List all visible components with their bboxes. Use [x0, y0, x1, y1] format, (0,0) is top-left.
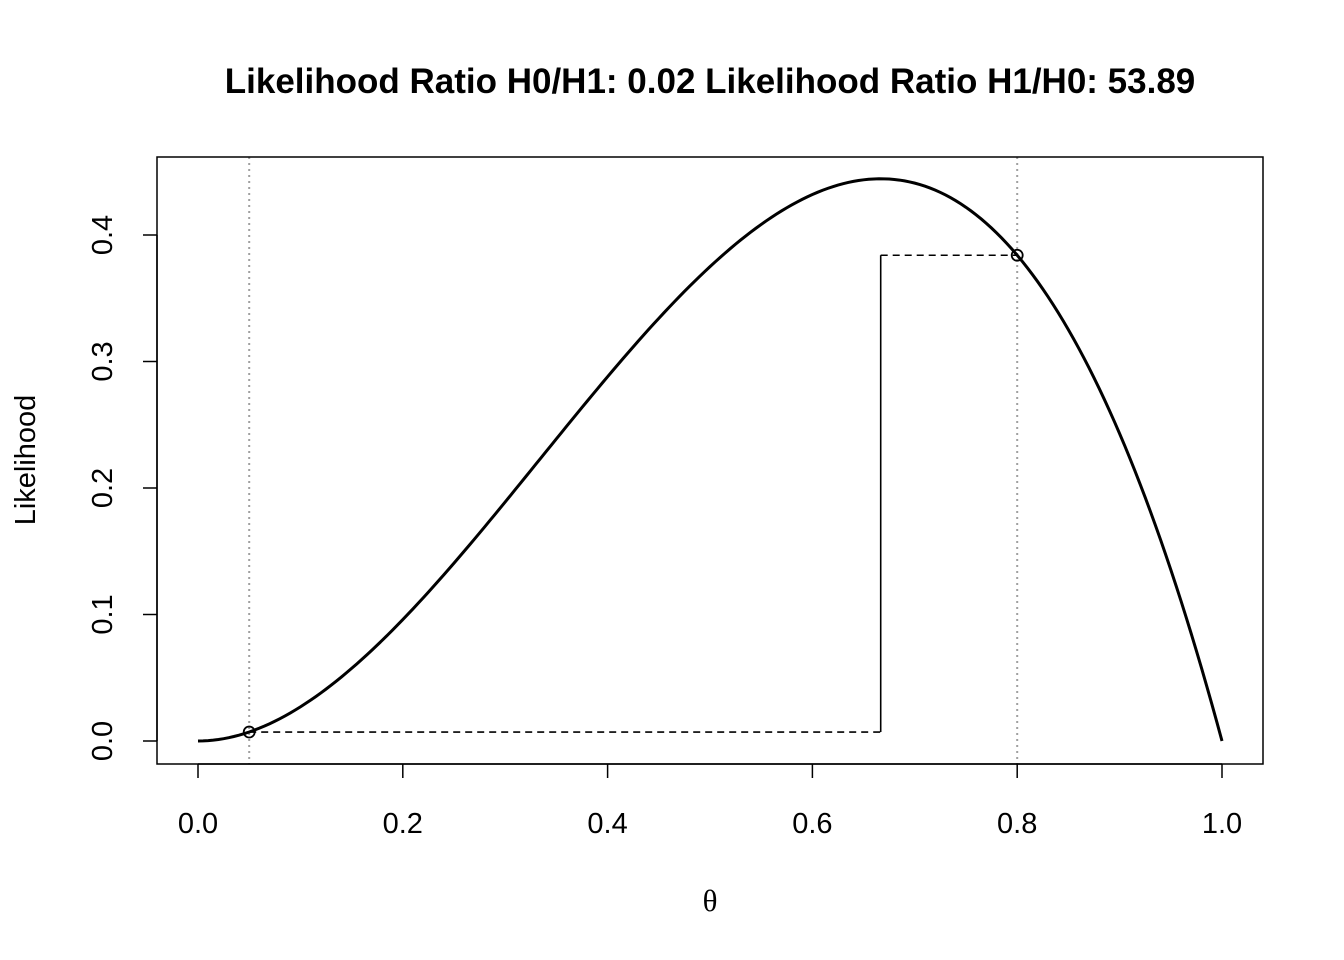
y-tick-label: 0.4: [87, 215, 119, 255]
likelihood-curve: [197, 177, 1224, 743]
plot-frame: [156, 156, 1264, 765]
x-axis: 0.0 0.2 0.4 0.6 0.8 1.0: [178, 763, 1242, 840]
hypothesis-points: [242, 248, 1024, 739]
data-point: [242, 725, 256, 739]
y-tick-label: 0.0: [87, 721, 119, 761]
x-tick-label: 0.6: [792, 808, 832, 840]
y-tick-label: 0.1: [87, 594, 119, 634]
data-point: [1010, 248, 1024, 262]
reference-lines: [248, 157, 1019, 764]
y-tick-label: 0.2: [87, 468, 119, 508]
x-tick-label: 0.0: [178, 808, 218, 840]
x-tick-label: 0.8: [997, 808, 1037, 840]
ratio-segments: [249, 254, 1018, 733]
x-tick-label: 0.4: [587, 808, 627, 840]
chart-title: Likelihood Ratio H0/H1: 0.02 Likelihood …: [225, 62, 1196, 101]
x-tick-label: 0.2: [383, 808, 423, 840]
x-tick-label: 1.0: [1202, 808, 1242, 840]
x-axis-label: θ: [703, 883, 718, 918]
y-axis-label: Likelihood: [10, 395, 42, 526]
y-axis: 0.0 0.1 0.2 0.3 0.4: [87, 215, 158, 761]
y-tick-label: 0.3: [87, 341, 119, 381]
